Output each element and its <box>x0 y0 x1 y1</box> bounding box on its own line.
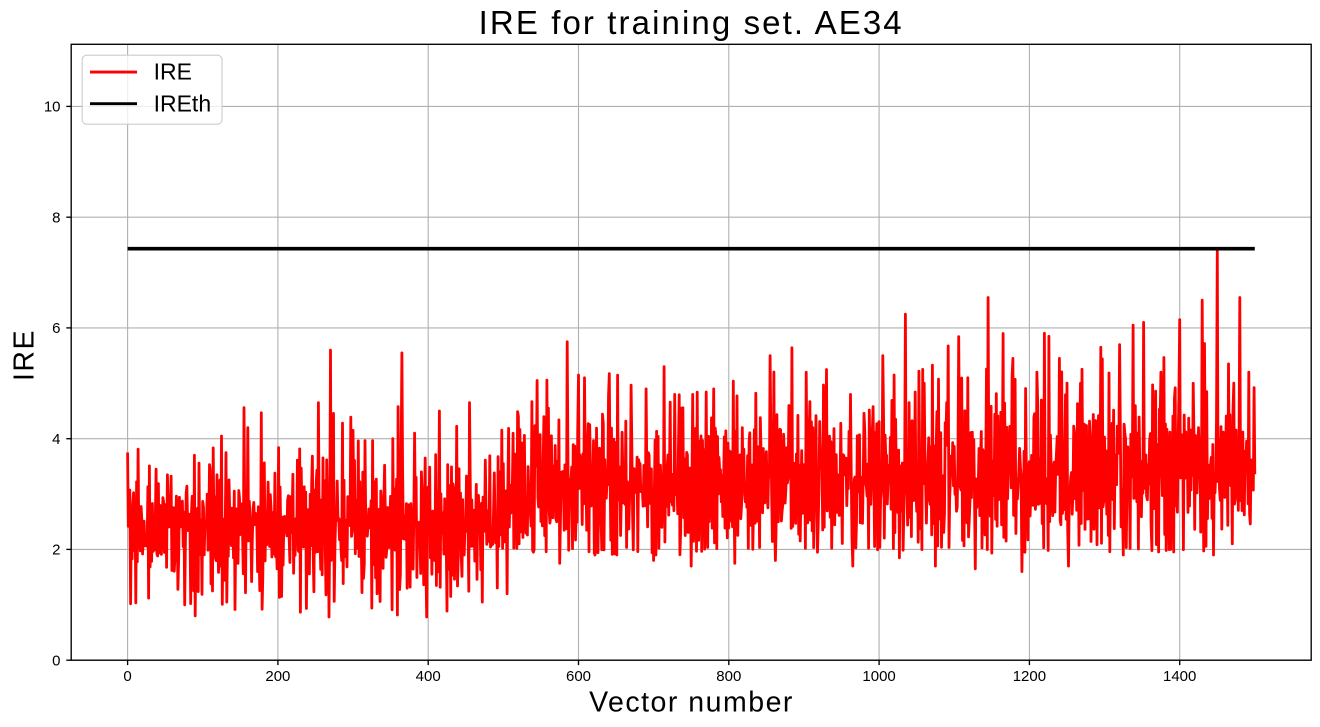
svg-text:1000: 1000 <box>862 668 895 685</box>
svg-text:600: 600 <box>566 668 591 685</box>
svg-text:IREth: IREth <box>154 90 212 116</box>
svg-text:400: 400 <box>416 668 441 685</box>
svg-text:IRE: IRE <box>9 329 41 381</box>
svg-text:10: 10 <box>44 99 61 116</box>
svg-text:0: 0 <box>52 653 60 670</box>
svg-text:4: 4 <box>52 431 60 448</box>
svg-text:800: 800 <box>716 668 741 685</box>
svg-text:0: 0 <box>123 668 131 685</box>
svg-text:1200: 1200 <box>1013 668 1046 685</box>
svg-text:1400: 1400 <box>1163 668 1196 685</box>
svg-text:6: 6 <box>52 320 60 337</box>
svg-text:2: 2 <box>52 542 60 559</box>
svg-text:8: 8 <box>52 210 60 227</box>
svg-text:IRE: IRE <box>154 59 192 85</box>
svg-text:Vector number: Vector number <box>589 687 794 719</box>
svg-text:IRE for training set. AE34: IRE for training set. AE34 <box>479 4 904 41</box>
svg-text:200: 200 <box>265 668 290 685</box>
